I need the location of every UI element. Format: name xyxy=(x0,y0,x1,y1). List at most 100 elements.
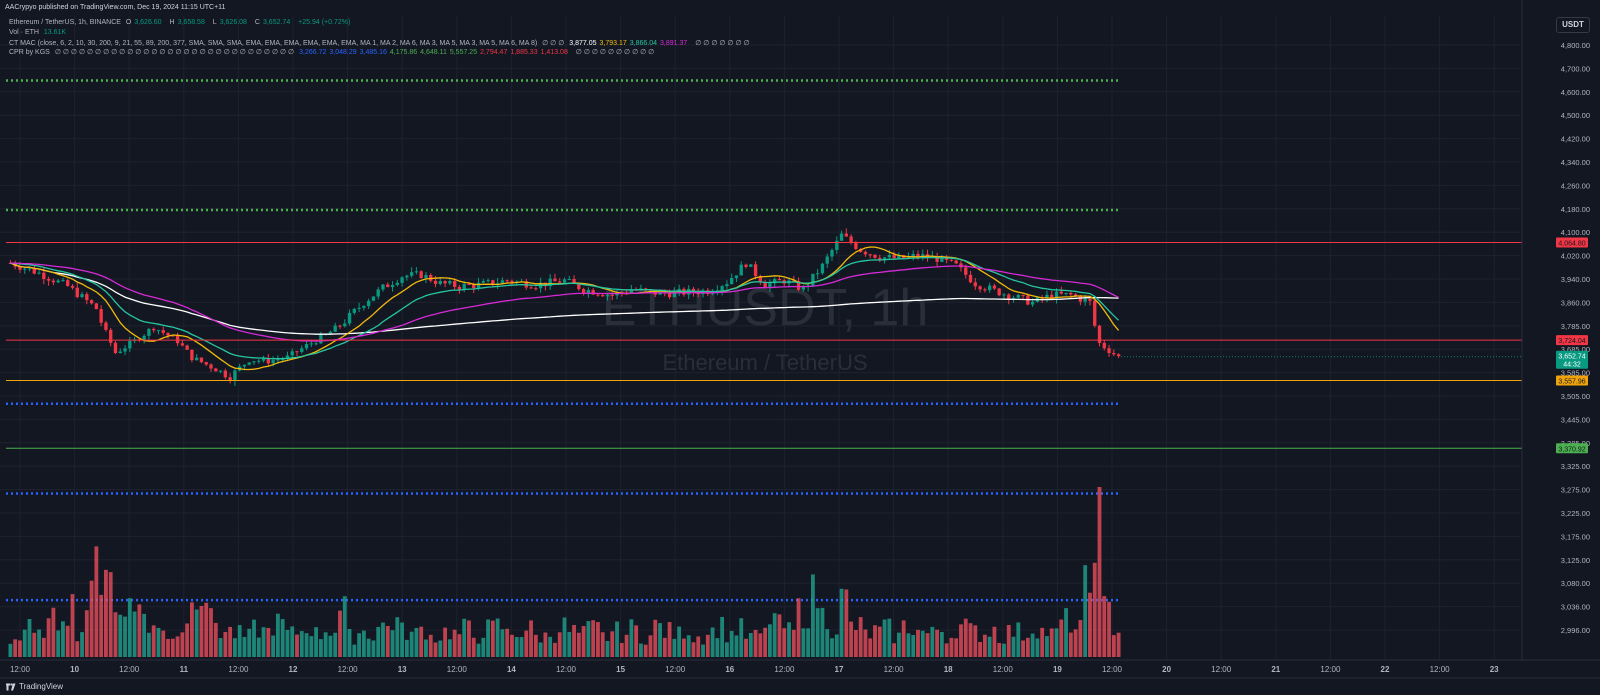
candle-body xyxy=(85,294,89,301)
price-tick-label: 4,100.00 xyxy=(1561,228,1590,237)
price-tick-label: 3,175.00 xyxy=(1561,532,1590,541)
candle-body xyxy=(882,257,887,261)
candle-body xyxy=(916,253,920,257)
candle-body xyxy=(128,340,132,349)
volume-legend[interactable]: Vol · ETH 13.61K xyxy=(9,29,69,36)
volume-bar xyxy=(447,639,452,657)
volume-bar xyxy=(1054,628,1059,657)
volume-bar xyxy=(443,627,447,657)
candle-body xyxy=(42,272,46,280)
time-tick-label: 12 xyxy=(289,665,298,674)
volume-bar xyxy=(89,580,94,657)
volume-bar xyxy=(199,605,204,657)
candle-body xyxy=(1064,293,1068,295)
volume-bar xyxy=(672,638,677,657)
symbol-legend[interactable]: Ethereum / TetherUS, 1h, BINANCE O 3,626.… xyxy=(9,19,353,26)
candle-body xyxy=(730,278,734,285)
time-tick-label: 12:00 xyxy=(556,665,577,674)
volume-bar xyxy=(653,619,658,657)
volume-bar xyxy=(844,589,849,657)
footer-brand[interactable]: TradingView xyxy=(6,682,63,691)
time-tick-label: 12:00 xyxy=(1102,665,1123,674)
mac-legend[interactable]: CT MAC (close, 6, 2, 10, 30, 200, 9, 21,… xyxy=(9,39,753,47)
volume-bar xyxy=(414,627,419,657)
volume-bar xyxy=(252,619,256,657)
volume-bar xyxy=(65,625,70,657)
volume-bar xyxy=(553,642,557,657)
volume-bar xyxy=(361,630,366,657)
candle-body xyxy=(854,242,858,249)
volume-bar xyxy=(767,624,772,657)
volume-bar xyxy=(376,626,381,657)
candle-body xyxy=(209,364,213,369)
candle-body xyxy=(276,359,280,361)
volume-bar xyxy=(242,636,247,657)
candle-body xyxy=(897,255,901,259)
volume-bar xyxy=(118,614,123,657)
volume-bar xyxy=(892,643,897,657)
candle-body xyxy=(1088,298,1092,301)
candle-body xyxy=(577,283,581,290)
candle-body xyxy=(1112,352,1116,355)
volume-bar xyxy=(180,632,185,657)
volume-bar xyxy=(1078,620,1083,657)
candle-body xyxy=(868,254,872,256)
currency-button[interactable]: USDT xyxy=(1556,17,1590,33)
volume-bar xyxy=(70,594,75,657)
volume-bar xyxy=(1064,608,1068,657)
volume-bar xyxy=(1092,562,1097,657)
volume-bar xyxy=(323,632,328,657)
volume-bar xyxy=(796,598,801,657)
mac-label: CT MAC (close, 6, 2, 10, 30, 200, 9, 21,… xyxy=(9,40,538,47)
mac-value: 3,891.37 xyxy=(660,40,688,47)
volume-bar xyxy=(213,622,218,657)
candle-body xyxy=(1116,354,1121,357)
candle-body xyxy=(734,275,739,279)
time-tick-label: 14 xyxy=(507,665,516,674)
volume-bar xyxy=(667,622,672,657)
volume-bar xyxy=(543,632,548,657)
candle-body xyxy=(558,281,562,283)
candle-body xyxy=(328,331,333,335)
candle-body xyxy=(940,256,944,262)
price-axis-bg xyxy=(1522,0,1600,695)
cpr-legend[interactable]: CPR by KGS ∅ ∅ ∅ ∅ ∅ ∅ ∅ ∅ ∅ ∅ ∅ ∅ ∅ ∅ ∅… xyxy=(9,48,657,56)
candle-body xyxy=(94,303,99,310)
volume-bar xyxy=(605,640,610,657)
volume-bar xyxy=(858,617,863,657)
volume-bar xyxy=(280,619,285,657)
volume-bar xyxy=(725,642,729,657)
price-tick-label: 3,940.00 xyxy=(1561,275,1590,284)
level-price-label: 4,064.80 xyxy=(1558,240,1585,247)
candle-body xyxy=(887,255,891,258)
candle-body xyxy=(892,255,896,259)
candle-body xyxy=(596,294,600,296)
volume-bar xyxy=(901,620,906,657)
volume-bar xyxy=(610,631,615,657)
countdown-label: 44:32 xyxy=(1563,362,1581,369)
candle-body xyxy=(476,282,481,289)
volume-bar xyxy=(906,633,911,657)
volume-bar xyxy=(825,629,830,657)
cpr-value: 4,648.11 xyxy=(420,49,447,56)
candle-body xyxy=(414,271,419,273)
volume-bar xyxy=(920,630,925,657)
volume-bar xyxy=(815,608,820,657)
candle-body xyxy=(505,280,509,282)
candle-body xyxy=(844,233,849,237)
candle-body xyxy=(987,285,992,291)
volume-bar xyxy=(347,629,352,657)
candle-body xyxy=(304,344,309,349)
candle-body xyxy=(830,249,834,257)
volume-bar xyxy=(896,632,901,657)
candle-body xyxy=(386,284,390,288)
candle-body xyxy=(677,288,681,292)
volume-bar xyxy=(586,621,591,657)
volume-bar xyxy=(634,625,639,657)
volume-bar xyxy=(753,629,758,657)
candle-body xyxy=(820,263,825,274)
candle-body xyxy=(343,323,347,327)
volume-bar xyxy=(462,618,467,657)
volume-bar xyxy=(849,621,854,657)
